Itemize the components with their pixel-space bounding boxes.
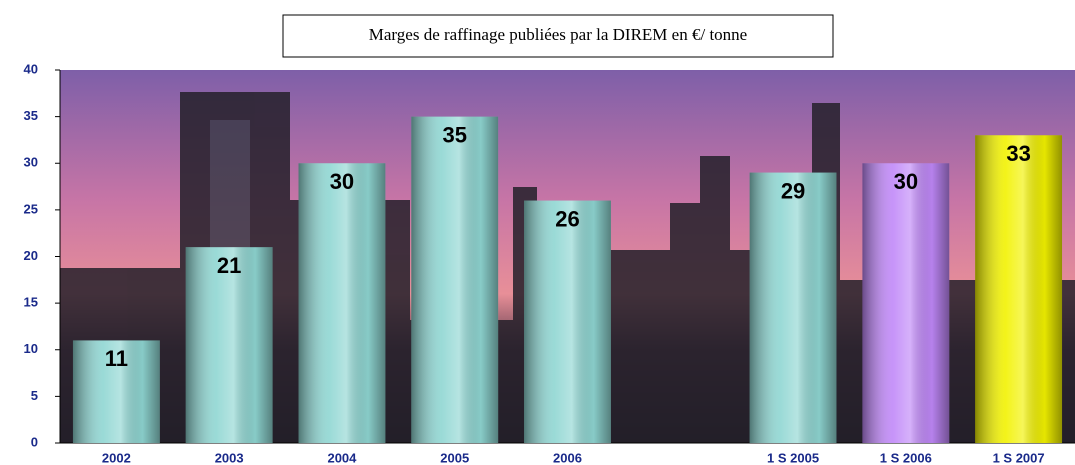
x-tick-label: 2004: [327, 450, 357, 465]
y-tick-label: 5: [31, 388, 38, 403]
bar-shading: [411, 117, 498, 443]
y-tick-label: 25: [24, 201, 38, 216]
chart: Marges de raffinage publiées par la DIRE…: [0, 0, 1075, 465]
data-label: 29: [781, 178, 805, 203]
x-tick-label: 1 S 2007: [993, 450, 1045, 465]
x-tick-label: 1 S 2005: [767, 450, 819, 465]
data-label: 33: [1006, 141, 1030, 166]
data-label: 35: [442, 122, 466, 147]
data-label: 26: [555, 206, 579, 231]
y-tick-label: 15: [24, 295, 38, 310]
y-tick-label: 40: [24, 61, 38, 76]
y-tick-label: 35: [24, 108, 38, 123]
data-label: 30: [330, 169, 354, 194]
data-label: 30: [894, 169, 918, 194]
y-tick-label: 0: [31, 434, 38, 449]
x-tick-label: 2005: [440, 450, 469, 465]
x-tick-label: 2003: [215, 450, 244, 465]
data-label: 21: [217, 253, 241, 278]
y-tick-label: 30: [24, 155, 38, 170]
x-tick-label: 1 S 2006: [880, 450, 932, 465]
x-tick-label: 2002: [102, 450, 131, 465]
chart-title: Marges de raffinage publiées par la DIRE…: [369, 25, 747, 44]
bar-shading: [750, 173, 837, 443]
bar-shading: [524, 201, 611, 443]
bar-shading: [862, 163, 949, 443]
data-label: 11: [105, 346, 128, 371]
bar-shading: [299, 163, 386, 443]
y-tick-label: 10: [24, 341, 38, 356]
y-tick-label: 20: [24, 248, 38, 263]
x-tick-label: 2006: [553, 450, 582, 465]
bar-shading: [975, 135, 1062, 443]
